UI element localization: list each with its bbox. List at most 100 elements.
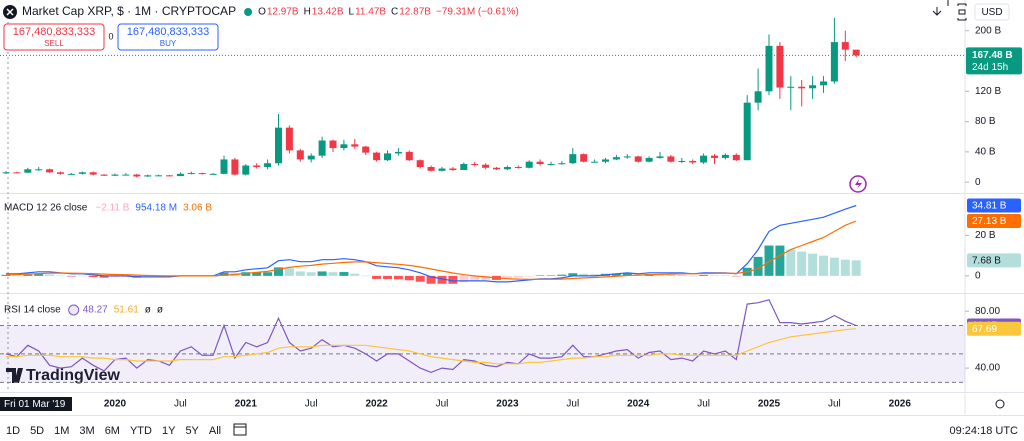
histogram-bar xyxy=(622,273,632,276)
settings-icon[interactable] xyxy=(995,399,1005,409)
legend-value: 51.61 xyxy=(114,305,139,316)
histogram-bar xyxy=(688,275,698,277)
histogram-bar xyxy=(851,260,861,276)
histogram-bar xyxy=(328,272,338,276)
sell-price[interactable]: 167,480,833,333 xyxy=(13,26,96,38)
candle-body xyxy=(133,174,141,177)
range-button[interactable]: All xyxy=(209,425,221,437)
histogram-bar xyxy=(437,275,447,284)
time-label: 2026 xyxy=(889,399,912,410)
candle-body xyxy=(427,167,435,171)
market-status xyxy=(244,8,253,16)
candle-body xyxy=(787,86,795,88)
range-button[interactable]: 5D xyxy=(30,425,44,437)
time-label: Jul xyxy=(697,399,710,410)
candle-body xyxy=(198,173,206,175)
candle-body xyxy=(13,172,21,174)
range-button[interactable]: 1Y xyxy=(162,425,176,437)
candle-body xyxy=(482,164,490,168)
candle-body xyxy=(743,102,751,161)
last-price-box xyxy=(966,47,1022,75)
histogram-bar xyxy=(611,273,621,276)
time-label: 2021 xyxy=(235,399,258,410)
histogram-bar xyxy=(775,245,785,276)
histogram-bar xyxy=(819,255,828,276)
time-label: Jul xyxy=(436,399,449,410)
range-button[interactable]: 1M xyxy=(54,425,69,437)
histogram-bar xyxy=(415,275,425,282)
buy-price[interactable]: 167,480,833,333 xyxy=(127,26,210,38)
candle-body xyxy=(689,160,697,163)
candle-body xyxy=(187,173,195,175)
currency-label[interactable]: USD xyxy=(981,7,1002,18)
range-button[interactable]: 1D xyxy=(6,425,20,437)
histogram-bar xyxy=(219,272,229,276)
time-label: 2025 xyxy=(758,399,781,410)
time-label: 2022 xyxy=(365,399,388,410)
histogram-bar xyxy=(829,257,839,276)
candle-body xyxy=(176,173,184,177)
time-label: Jul xyxy=(828,399,841,410)
candle-body xyxy=(394,151,402,154)
candle-body xyxy=(667,156,675,162)
histogram-bar xyxy=(306,272,316,276)
candle-body xyxy=(384,153,391,161)
candle-body xyxy=(416,160,424,168)
range-button[interactable]: 3M xyxy=(79,425,94,437)
candle-body xyxy=(122,174,130,176)
time-label: 2024 xyxy=(627,399,650,410)
histogram-bar xyxy=(720,275,730,276)
candle-body xyxy=(340,144,348,149)
legend-icon xyxy=(68,304,80,316)
candle-body xyxy=(820,81,827,86)
buy-button[interactable] xyxy=(117,23,219,51)
ohlc-key: C xyxy=(391,7,398,18)
histogram-bar xyxy=(502,275,512,280)
candle-body xyxy=(711,155,718,158)
histogram-bar xyxy=(666,274,676,276)
time-label: 2020 xyxy=(104,399,127,410)
candle-body xyxy=(57,172,64,174)
range-button[interactable]: 5Y xyxy=(185,425,199,437)
candle-body xyxy=(307,155,315,160)
sell-button[interactable] xyxy=(3,23,105,51)
candle-body xyxy=(373,152,381,161)
candle-body xyxy=(351,144,359,147)
candle-body xyxy=(678,160,686,162)
y-tick-label: 40 B xyxy=(975,147,996,158)
candle-body xyxy=(612,157,620,160)
ohlc-value: 13.42B xyxy=(312,7,344,18)
chart-title: Market Cap XRP, $ · 1M · CRYPTOCAP xyxy=(22,4,236,18)
range-button[interactable]: YTD xyxy=(130,425,152,437)
sell-label[interactable]: SELL xyxy=(44,39,64,48)
buy-label[interactable]: BUY xyxy=(160,39,177,48)
candle-body xyxy=(580,154,588,162)
histogram-bar xyxy=(513,275,523,278)
histogram-bar xyxy=(481,275,491,280)
histogram-bar xyxy=(66,275,76,277)
indicator-value-label-box xyxy=(967,214,1021,229)
histogram-bar xyxy=(764,245,774,276)
histogram-value-label: 7.68 B xyxy=(972,255,1001,266)
legend-value: −2.11 B xyxy=(95,203,129,214)
arrow-icon[interactable] xyxy=(932,7,942,16)
histogram-bar xyxy=(840,259,850,276)
histogram-bar xyxy=(284,268,294,276)
candle-body xyxy=(493,167,500,170)
histogram-bar xyxy=(12,275,22,276)
candle-body xyxy=(144,175,152,177)
histogram-bar xyxy=(753,256,763,276)
layout-icon[interactable] xyxy=(957,3,967,21)
histogram-bar xyxy=(579,273,589,276)
currency-button[interactable] xyxy=(974,3,1010,21)
histogram-bar xyxy=(77,275,87,277)
candle-body xyxy=(89,172,97,175)
candle-body xyxy=(220,159,228,174)
indicator-value-label-box xyxy=(967,321,1021,336)
candle-body xyxy=(275,127,282,164)
calendar-icon[interactable] xyxy=(233,423,247,436)
range-button[interactable]: 6M xyxy=(105,425,120,437)
histogram-bar xyxy=(590,274,600,276)
ohlc-value: 12.87B xyxy=(399,7,431,18)
